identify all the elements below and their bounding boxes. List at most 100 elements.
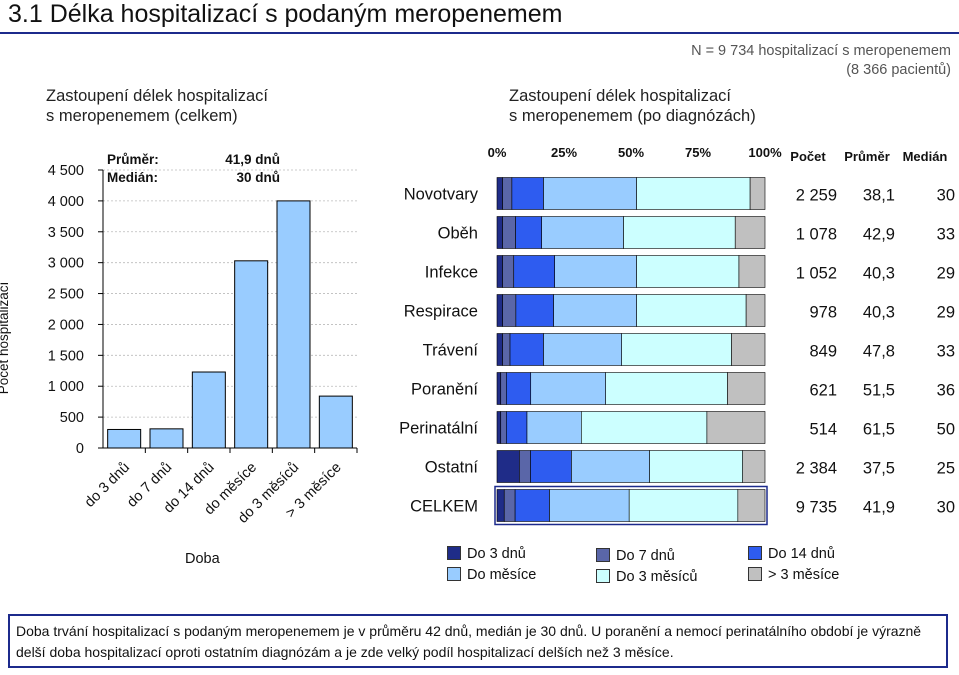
table-cell-respirace-pocet: 978: [809, 304, 837, 322]
table-cell-poraneni-pocet: 621: [809, 382, 837, 400]
legend-item-do-14-dnu: Do 14 dnů: [748, 546, 835, 562]
segment-novotvary-do-mesice: [543, 177, 637, 210]
y-tick-label-9: 4 500: [48, 163, 84, 179]
median-value: 30 dnů: [236, 170, 280, 185]
segment-obeh-do-mesice: [541, 216, 624, 249]
y-tick-label-1: 500: [60, 410, 84, 426]
segment-respirace-do-14-dnu: [515, 294, 554, 327]
bar-do-mesice: [234, 260, 269, 449]
table-cell-traveni-prumer: 47,8: [863, 343, 895, 361]
x-tick-label-2: 50%: [618, 145, 644, 160]
legend-swatch-do-7-dnu: [596, 548, 610, 562]
title-divider: [0, 32, 959, 34]
left-chart-title-line2: s meropenemem (celkem): [46, 107, 238, 125]
row-label-perinatalni: Perinatální: [399, 420, 478, 438]
table-header-pocet: Počet: [790, 149, 826, 164]
segment-obeh-3-mesice: [734, 216, 766, 249]
segment-ostatni-do-3-dnu: [496, 450, 520, 483]
y-tick-label-4: 2 000: [48, 317, 84, 333]
segment-traveni-do-7-dnu: [502, 333, 511, 366]
x-tick-label-4: 100%: [748, 145, 782, 160]
table-cell-ostatni-prumer: 37,5: [863, 460, 895, 478]
legend: Do 3 dnů Do měsíce Do 7 dnů Do 3 měsíců …: [447, 546, 867, 590]
table-cell-infekce-pocet: 1 052: [796, 265, 837, 283]
table-cell-poraneni-median: 36: [937, 382, 955, 400]
sample-size-note: N = 9 734 hospitalizací s meropenemem (8…: [691, 42, 951, 80]
segment-ostatni-do-7-dnu: [519, 450, 531, 483]
table-header-median: Medián: [903, 149, 948, 164]
row-label-respirace: Respirace: [404, 303, 478, 321]
y-tick-label-0: 0: [76, 441, 84, 457]
segment-poraneni-do-3-dnu: [496, 372, 502, 405]
left-chart-title: Zastoupení délek hospitalizací s meropen…: [46, 86, 268, 126]
bar-do-3-dnu: [107, 428, 142, 449]
segment-perinatalni-do-3-mesicu: [581, 411, 708, 444]
legend-item-do-3-mesicu: Do 3 měsíců: [596, 569, 697, 585]
segment-perinatalni-do-mesice: [526, 411, 582, 444]
segment-respirace-do-3-dnu: [496, 294, 503, 327]
table-cell-novotvary-prumer: 38,1: [863, 187, 895, 205]
x-tick-label-0: 0%: [488, 145, 507, 160]
bar-3-mesice: [318, 395, 353, 449]
table-cell-infekce-prumer: 40,3: [863, 265, 895, 283]
row-label-traveni: Trávení: [423, 342, 479, 360]
summary-text: Doba trvání hospitalizací s podaným mero…: [16, 623, 922, 660]
stats-labels: Průměr: Medián:: [107, 151, 159, 187]
segment-infekce-do-mesice: [554, 255, 637, 288]
table-cell-perinatalni-prumer: 61,5: [863, 421, 895, 439]
segment-respirace-do-3-mesicu: [636, 294, 747, 327]
legend-swatch-do-14-dnu: [748, 546, 762, 560]
segment-poraneni-do-7-dnu: [500, 372, 507, 405]
left-chart-title-line1: Zastoupení délek hospitalizací: [46, 87, 268, 105]
legend-label-do-3-dnu: Do 3 dnů: [467, 546, 526, 562]
table-cell-traveni-pocet: 849: [809, 343, 837, 361]
table-cell-novotvary-median: 30: [937, 187, 955, 205]
legend-label-nad-3-mesice: > 3 měsíce: [768, 567, 840, 583]
segment-ostatni-do-mesice: [571, 450, 650, 483]
median-label: Medián:: [107, 170, 159, 185]
segment-novotvary-do-14-dnu: [511, 177, 544, 210]
x-tick-label-1: 25%: [551, 145, 577, 160]
bar-do-14-dnu: [191, 371, 226, 449]
segment-traveni-do-3-mesicu: [621, 333, 732, 366]
segment-poraneni-do-mesice: [530, 372, 606, 405]
mean-value: 41,9 dnů: [225, 152, 280, 167]
table-cell-obeh-prumer: 42,9: [863, 226, 895, 244]
y-tick-label-7: 3 500: [48, 225, 84, 241]
legend-label-do-7-dnu: Do 7 dnů: [616, 548, 675, 564]
table-cell-ostatni-median: 25: [937, 460, 955, 478]
summary-box: Doba trvání hospitalizací s podaným mero…: [8, 614, 948, 668]
legend-label-do-14-dnu: Do 14 dnů: [768, 546, 835, 562]
segment-celkem-3-mesice: [737, 489, 766, 522]
legend-item-nad-3-mesice: > 3 měsíce: [748, 567, 839, 583]
table-cell-celkem-prumer: 41,9: [863, 499, 895, 517]
table-cell-celkem-median: 30: [937, 499, 955, 517]
segment-celkem-do-3-mesicu: [628, 489, 739, 522]
bar-do-3-mesicu: [276, 200, 311, 449]
segment-novotvary-3-mesice: [749, 177, 766, 210]
left-bar-chart: 0 500 1 000 1 500 2 000 2 500 3 000 3 500 4 000 4…: [48, 163, 358, 527]
segment-traveni-do-mesice: [543, 333, 622, 366]
table-cell-traveni-median: 33: [937, 343, 955, 361]
segment-ostatni-do-3-mesicu: [649, 450, 743, 483]
table-cell-obeh-pocet: 1 078: [796, 226, 837, 244]
segment-obeh-do-7-dnu: [502, 216, 516, 249]
row-label-obeh: Oběh: [438, 225, 478, 243]
table-cell-perinatalni-pocet: 514: [809, 421, 837, 439]
y-tick-label-2: 1 000: [48, 379, 84, 395]
legend-label-do-3-mesicu: Do 3 měsíců: [616, 569, 698, 585]
segment-celkem-do-7-dnu: [503, 489, 516, 522]
segment-novotvary-do-3-mesicu: [636, 177, 751, 210]
segment-perinatalni-do-7-dnu: [500, 411, 507, 444]
table-cell-novotvary-pocet: 2 259: [796, 187, 837, 205]
right-chart-title: Zastoupení délek hospitalizací s meropen…: [509, 86, 756, 126]
segment-infekce-do-14-dnu: [513, 255, 555, 288]
bar-do-7-dnu: [149, 428, 184, 449]
segment-celkem-do-3-dnu: [496, 489, 505, 522]
table-cell-ostatni-pocet: 2 384: [796, 460, 837, 478]
segment-perinatalni-3-mesice: [706, 411, 766, 444]
segment-celkem-do-14-dnu: [514, 489, 550, 522]
y-tick-label-3: 1 500: [48, 348, 84, 364]
right-chart-title-line2: s meropenemem (po diagnózách): [509, 107, 756, 125]
legend-label-do-mesice: Do měsíce: [467, 567, 537, 583]
